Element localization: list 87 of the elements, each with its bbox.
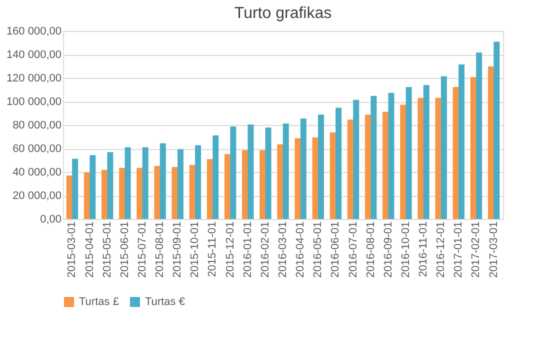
bar: [312, 137, 318, 219]
bar: [294, 138, 301, 219]
bar: [336, 108, 342, 219]
bar: [300, 118, 306, 219]
x-tick-label: 2017-01-01: [452, 222, 465, 278]
bar: [440, 76, 447, 219]
bar: [242, 150, 248, 219]
y-tick-label: 0,00: [40, 214, 62, 226]
bar: [282, 123, 289, 219]
bar: [347, 120, 354, 219]
bar: [400, 104, 406, 219]
bar: [470, 77, 476, 219]
chart-title: Turto grafikas: [234, 5, 332, 22]
x-tick-label: 2015-12-01: [224, 222, 236, 278]
x-tick-label: 2015-11-01: [206, 222, 219, 277]
bar: [84, 172, 90, 219]
bar: [248, 124, 254, 219]
bar: [206, 159, 213, 219]
bar: [388, 92, 394, 219]
bar: [154, 166, 160, 219]
bar: [265, 127, 272, 219]
x-tick-label: 2016-05-01: [312, 222, 324, 278]
bar: [124, 147, 131, 219]
x-tick-label: 2016-01-01: [242, 222, 254, 278]
bar: [452, 87, 459, 219]
x-tick-label: 2016-03-01: [277, 222, 289, 278]
bar: [406, 87, 412, 219]
y-tick-label: 20 000,00: [12, 190, 62, 202]
bar: [458, 64, 465, 219]
bar: [101, 170, 108, 219]
x-tick-label: 2015-08-01: [154, 222, 166, 278]
bar: [353, 100, 360, 219]
x-tick-label: 2016-06-01: [330, 222, 342, 278]
bar: [277, 144, 284, 219]
x-tick-label: 2015-09-01: [172, 222, 184, 278]
bar: [370, 96, 377, 219]
bar: [423, 85, 430, 219]
x-tick-label: 2015-06-01: [118, 222, 131, 278]
bar: [418, 98, 424, 219]
x-tick-label: 2015-05-01: [101, 222, 114, 278]
bar: [172, 166, 178, 219]
x-tick-label: 2016-10-01: [400, 222, 412, 278]
x-tick-label: 2015-10-01: [189, 222, 202, 278]
bar: [177, 149, 184, 219]
x-tick-label: 2016-07-01: [347, 222, 360, 278]
x-tick-label: 2016-09-01: [382, 222, 394, 278]
bar: [136, 168, 143, 219]
y-tick-label: 40 000,00: [12, 166, 62, 178]
bar: [364, 114, 371, 219]
bar: [119, 168, 126, 219]
bar: [142, 147, 148, 219]
x-tick-label: 2016-12-01: [435, 222, 448, 278]
bar: [318, 114, 324, 219]
bar: [66, 176, 72, 219]
y-tick-label: 120 000,00: [6, 72, 62, 84]
bar: [330, 132, 336, 219]
bar: [230, 126, 236, 219]
x-tick-label: 2017-02-01: [470, 222, 482, 278]
x-tick-label: 2016-04-01: [294, 222, 307, 278]
bar: [72, 158, 78, 219]
bar: [494, 42, 500, 219]
x-tick-label: 2016-08-01: [364, 222, 377, 278]
bar: [189, 164, 196, 219]
bar: [90, 155, 96, 219]
bar: [488, 66, 494, 219]
legend-label: Turtas £: [79, 296, 119, 308]
bar: [160, 143, 166, 219]
bar: [224, 154, 230, 219]
bar: [212, 135, 219, 219]
bar: [382, 112, 389, 219]
x-tick-label: 2015-07-01: [136, 222, 148, 278]
x-tick-label: 2017-03-01: [488, 222, 500, 278]
y-tick-label: 100 000,00: [6, 96, 62, 108]
x-tick-label: 2015-03-01: [66, 222, 78, 278]
bar: [260, 150, 266, 219]
x-tick-label: 2016-11-01: [418, 222, 430, 277]
y-tick-label: 60 000,00: [12, 143, 62, 155]
y-tick-label: 80 000,00: [12, 120, 62, 132]
legend-label: Turtas €: [145, 296, 185, 308]
bar: [435, 98, 442, 219]
bar: [107, 152, 114, 219]
y-tick-label: 140 000,00: [6, 49, 62, 61]
bar: [476, 52, 482, 219]
y-tick-label: 160 000,00: [6, 26, 62, 38]
bar: [195, 145, 202, 219]
x-tick-label: 2016-02-01: [259, 222, 272, 278]
x-tick-label: 2015-04-01: [84, 222, 96, 278]
